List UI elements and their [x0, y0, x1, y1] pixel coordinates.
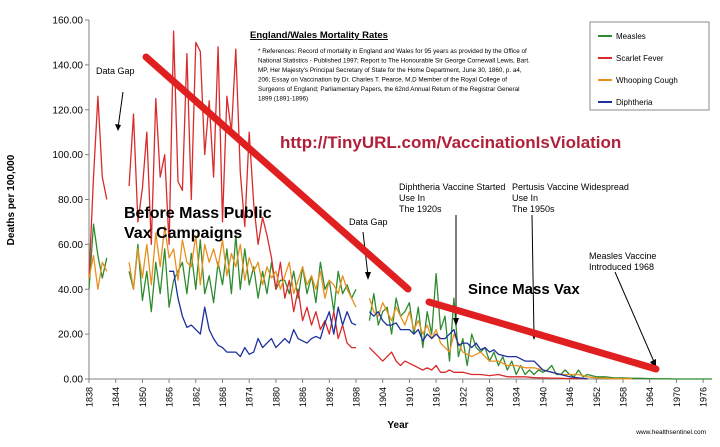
diphtheria-note-line-1: Diphtheria Vaccine Started — [399, 182, 505, 192]
x-tick-label-4: 1862 — [191, 387, 201, 407]
x-tick-label-6: 1874 — [245, 387, 255, 407]
x-axis-label: Year — [387, 420, 408, 431]
series-line-1-2 — [368, 347, 588, 380]
series-diphtheria — [169, 270, 588, 380]
y-tick-label-8: 160.00 — [52, 16, 83, 27]
series-line-3-0 — [169, 270, 357, 358]
series-line-3-1 — [368, 311, 588, 380]
series-line-1-0 — [88, 95, 108, 279]
x-tick-label-16: 1934 — [512, 387, 522, 407]
x-tick-label-9: 1892 — [325, 387, 335, 407]
x-tick-label-11: 1904 — [378, 387, 388, 407]
x-tick-label-12: 1910 — [405, 387, 415, 407]
x-tick-label-1: 1844 — [111, 387, 121, 407]
x-tick-label-22: 1970 — [672, 387, 682, 407]
y-tick-label-6: 120.00 — [52, 105, 83, 116]
data-gap-arrowhead-2 — [365, 272, 371, 280]
x-tick-labels: 1838 1844 1850 1856 1862 1868 1874 1880 1886 1892… — [85, 379, 709, 407]
measles-note-line-1: Measles Vaccine — [589, 251, 656, 261]
x-tick-label-15: 1928 — [485, 387, 495, 407]
x-tick-label-0: 1838 — [85, 387, 95, 407]
y-tick-label-1: 20.00 — [58, 330, 83, 341]
diphtheria-note-line-3: The 1920s — [399, 204, 442, 214]
legend: Measles Scarlet Fever Whooping Cough Diphth… — [589, 21, 710, 111]
x-tick-label-13: 1916 — [432, 387, 442, 407]
pertusis-note-line-1: Pertusis Vaccine Widespread — [512, 182, 629, 192]
x-tick-label-20: 1958 — [619, 387, 629, 407]
series-line-0-0 — [88, 223, 108, 290]
y-tick-label-2: 40.00 — [58, 285, 83, 296]
since-vax-label: Since Mass Vax — [468, 281, 580, 298]
url-overlay-text: http://TinyURL.com/VaccinationIsViolatio… — [280, 133, 621, 152]
reference-line-5: 1899 (1891-1896) — [258, 96, 308, 103]
x-tick-label-7: 1880 — [271, 387, 281, 407]
y-tick-label-7: 140.00 — [52, 60, 83, 71]
x-tick-label-17: 1940 — [538, 387, 548, 407]
series-line-2-0 — [88, 254, 108, 290]
data-gap-arrow-1 — [117, 91, 124, 129]
legend-label-0: Measles — [616, 32, 646, 41]
reference-line-2: MP, Her Majesty's Principal Secretary of… — [258, 67, 522, 74]
pertusis-note-line-2: Use In — [512, 193, 538, 203]
data-gap-label-2: Data Gap — [349, 217, 388, 227]
data-gap-label-1: Data Gap — [96, 66, 135, 76]
data-gap-arrowhead-1 — [115, 124, 121, 131]
measles-vaccine-annotation: Measles Vaccine Introduced 1968 — [589, 251, 656, 272]
legend-label-2: Whooping Cough — [616, 76, 678, 85]
y-tick-label-4: 80.00 — [58, 195, 83, 206]
before-vax-line-2: Vax Campaigns — [124, 225, 242, 242]
series-lines — [88, 30, 712, 380]
chart-title: England/Wales Mortality Rates — [250, 30, 388, 41]
diphtheria-annotation: Diphtheria Vaccine Started Use In The 19… — [399, 182, 505, 214]
overlay-line-1 — [142, 53, 412, 293]
series-scarlet-fever — [88, 30, 588, 380]
x-tick-label-5: 1868 — [218, 387, 228, 407]
reference-line-0: * References: Record of mortality in Eng… — [258, 48, 527, 55]
before-vax-label: Before Mass Public Vax Campaigns — [124, 205, 272, 242]
legend-label-3: Diphtheria — [616, 98, 653, 107]
reference-line-4: Surgeons of England; Parliamentary Paper… — [258, 86, 519, 93]
y-tick-label-3: 60.00 — [58, 240, 83, 251]
series-line-1-1 — [128, 30, 356, 349]
x-tick-label-18: 1946 — [565, 387, 575, 407]
pertusis-note-line-3: The 1950s — [512, 204, 555, 214]
series-line-2-1 — [128, 225, 357, 308]
x-tick-label-8: 1886 — [298, 387, 308, 407]
diphtheria-arrowhead — [453, 318, 459, 326]
legend-items: Measles Scarlet Fever Whooping Cough Diphth… — [598, 32, 678, 107]
y-axis-label: Deaths per 100,000 — [6, 154, 17, 245]
y-tick-label-5: 100.00 — [52, 150, 83, 161]
y-tick-labels: 0.00 20.00 40.00 60.00 80.00 100.00 120.00 140.… — [52, 16, 89, 386]
x-tick-label-10: 1898 — [352, 387, 362, 407]
x-tick-label-2: 1850 — [138, 387, 148, 407]
pertusis-arrow — [531, 214, 535, 337]
x-tick-label-19: 1952 — [592, 387, 602, 407]
x-tick-label-3: 1856 — [165, 387, 175, 407]
diphtheria-note-line-2: Use In — [399, 193, 425, 203]
measles-arrow — [614, 271, 656, 365]
measles-note-line-2: Introduced 1968 — [589, 262, 654, 272]
reference-line-1: National Statistics - Published 1997; Re… — [258, 58, 530, 65]
before-vax-line-1: Before Mass Public — [124, 205, 272, 222]
pertusis-annotation: Pertusis Vaccine Widespread Use In The 1… — [512, 182, 629, 214]
references-text: * References: Record of mortality in Eng… — [258, 48, 530, 103]
legend-label-1: Scarlet Fever — [616, 54, 664, 63]
x-tick-label-21: 1964 — [645, 387, 655, 407]
overlay-line-2 — [425, 298, 660, 373]
reference-line-3: 206; Essay on Vaccination by Dr. Charles… — [258, 77, 507, 84]
x-tick-label-14: 1922 — [458, 387, 468, 407]
watermark: www.healthsentinel.com — [635, 429, 706, 436]
x-tick-label-23: 1976 — [699, 387, 709, 407]
y-tick-label-0: 0.00 — [64, 375, 84, 386]
